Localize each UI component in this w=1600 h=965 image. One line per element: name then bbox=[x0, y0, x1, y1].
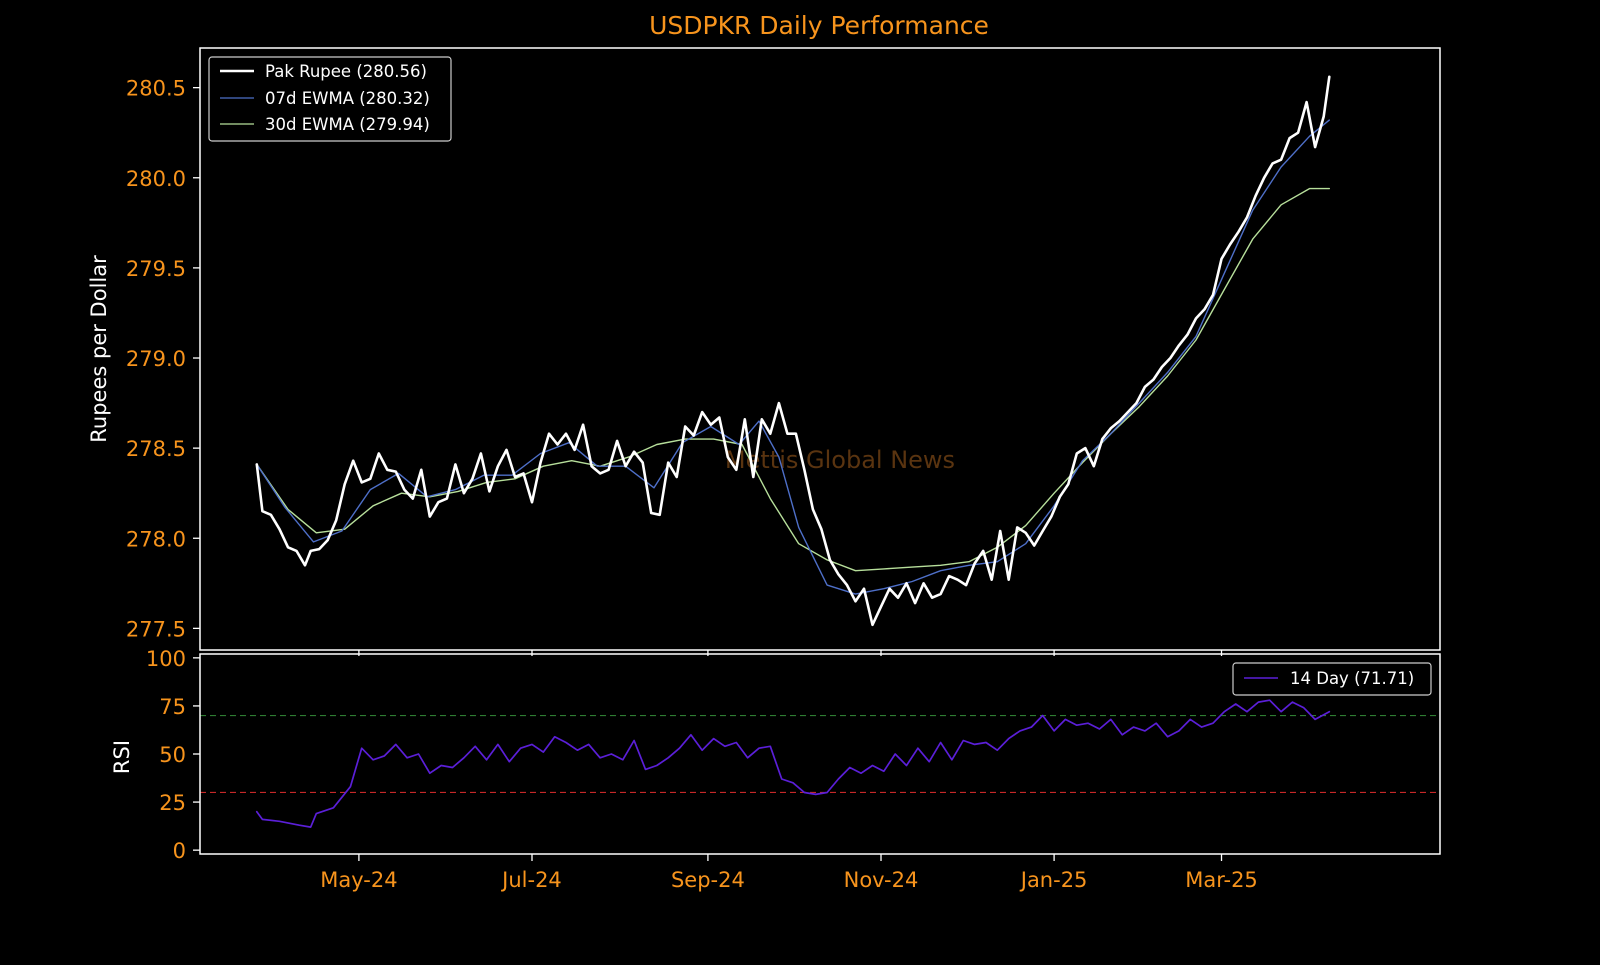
rsi-y-tick-label: 75 bbox=[159, 695, 186, 719]
main-plot-series bbox=[255, 75, 1331, 627]
x-tick-label: Nov-24 bbox=[844, 868, 919, 892]
rsi-legend: 14 Day (71.71) bbox=[1232, 662, 1432, 696]
rsi-plot-series bbox=[255, 699, 1331, 828]
main-y-ticks: 277.5 278.0 278.5 279.0 279.5 280.0 280.5 bbox=[126, 77, 200, 641]
main-y-tick-label: 277.5 bbox=[126, 617, 186, 641]
rsi-reference-lines bbox=[200, 714, 1440, 794]
main-legend-box bbox=[208, 56, 452, 142]
series-pak-rupee-line bbox=[255, 75, 1331, 627]
series-rsi-14-day-line bbox=[255, 699, 1331, 828]
legend-label-ewma-30d: 30d EWMA (279.94) bbox=[265, 115, 430, 134]
legend-label-ewma-7d: 07d EWMA (280.32) bbox=[265, 89, 430, 108]
main-y-tick-label: 278.0 bbox=[126, 527, 186, 551]
x-tick-label: Jul-24 bbox=[500, 868, 562, 892]
x-tick-label: May-24 bbox=[320, 868, 397, 892]
main-legend: Pak Rupee (280.56) 07d EWMA (280.32) 30d… bbox=[208, 56, 452, 142]
legend-label-pak-rupee: Pak Rupee (280.56) bbox=[265, 62, 427, 81]
rsi-y-tick-label: 0 bbox=[173, 839, 186, 863]
series-ewma-7d-line bbox=[256, 119, 1331, 595]
main-y-tick-label: 278.5 bbox=[126, 437, 186, 461]
main-plot-frame bbox=[199, 47, 1441, 651]
rsi-y-tick-label: 25 bbox=[159, 791, 186, 815]
series-ewma-30d-line bbox=[256, 187, 1331, 572]
chart-title: USDPKR Daily Performance bbox=[649, 11, 989, 40]
rsi-y-tick-label: 100 bbox=[146, 647, 186, 671]
rsi-y-axis-label: RSI bbox=[110, 740, 134, 774]
rsi-y-tick-label: 50 bbox=[159, 743, 186, 767]
main-y-tick-label: 279.5 bbox=[126, 257, 186, 281]
main-y-tick-label: 279.0 bbox=[126, 347, 186, 371]
x-tick-label: Sep-24 bbox=[671, 868, 745, 892]
watermark-text: Mettis Global News bbox=[725, 446, 955, 474]
main-y-axis-label: Rupees per Dollar bbox=[87, 255, 111, 443]
x-tick-label: Jan-25 bbox=[1019, 868, 1088, 892]
legend-label-rsi: 14 Day (71.71) bbox=[1290, 669, 1414, 688]
main-y-tick-label: 280.0 bbox=[126, 167, 186, 191]
x-axis-ticks: May-24 Jul-24 Sep-24 Nov-24 Jan-25 Mar-25 bbox=[320, 650, 1258, 892]
rsi-y-ticks: 0 25 50 75 100 bbox=[146, 647, 200, 863]
x-tick-label: Mar-25 bbox=[1185, 868, 1258, 892]
rsi-plot-frame bbox=[199, 653, 1441, 855]
rsi-legend-box bbox=[1232, 662, 1432, 696]
main-y-tick-label: 280.5 bbox=[126, 77, 186, 101]
